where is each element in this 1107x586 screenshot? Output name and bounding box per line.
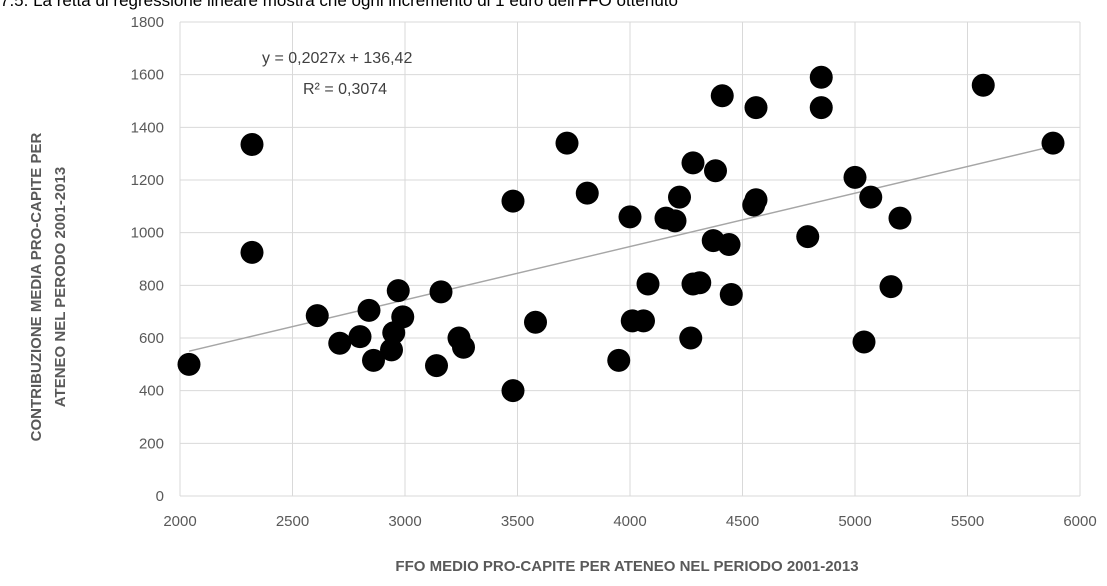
data-point — [501, 379, 525, 403]
y-tick-label: 1200 — [131, 172, 164, 189]
x-tick-label: 2000 — [163, 513, 196, 530]
data-point — [679, 326, 703, 350]
data-point — [744, 188, 768, 212]
y-tick-label: 1800 — [131, 14, 164, 31]
y-tick-label: 800 — [139, 277, 164, 294]
x-axis-title: FFO MEDIO PRO-CAPITE PER ATENEO NEL PERI… — [395, 558, 858, 575]
x-tick-label: 3500 — [501, 513, 534, 530]
data-point — [663, 209, 687, 233]
axes: 0 200 400 600 800 1000 1200 1400 1600 1800 2000 250… — [131, 14, 1097, 530]
data-point — [391, 305, 415, 329]
x-tick-label: 4500 — [726, 513, 759, 530]
data-point — [425, 354, 448, 378]
data-point — [575, 181, 599, 205]
y-tick-label: 200 — [139, 435, 164, 452]
data-point — [704, 159, 727, 183]
data-point — [555, 131, 579, 155]
labels: y = 0,2027x + 136,42 R² = 0,3074 FFO MED… — [28, 50, 859, 575]
data-point — [809, 65, 833, 89]
data-point — [240, 132, 264, 156]
data-point — [668, 185, 691, 209]
data-point — [809, 96, 833, 120]
data-point — [524, 310, 547, 334]
y-axis-title-line-1: CONTRIBUZIONE MEDIA PRO-CAPITE PER — [28, 133, 45, 442]
data-point — [971, 73, 995, 97]
r-squared-label: R² = 0,3074 — [303, 81, 387, 98]
data-point — [429, 280, 453, 304]
data-point — [688, 271, 712, 295]
data-point — [362, 348, 385, 372]
data-point — [636, 272, 660, 296]
y-tick-label: 1000 — [131, 225, 164, 242]
data-point — [618, 205, 642, 229]
y-tick-label: 600 — [139, 330, 164, 347]
data-point — [888, 206, 912, 230]
trendline-equation: y = 0,2027x + 136,42 — [262, 50, 412, 67]
data-point — [717, 233, 741, 257]
data-point — [501, 189, 525, 213]
data-points — [177, 65, 1065, 403]
header-text: 7.5. La retta di regressione lineare mos… — [0, 0, 678, 10]
x-tick-label: 5500 — [951, 513, 984, 530]
data-point — [843, 165, 867, 189]
data-point — [879, 275, 903, 299]
data-point — [719, 283, 743, 307]
gridlines — [179, 21, 1081, 497]
x-tick-label: 6000 — [1063, 513, 1096, 530]
x-tick-label: 3000 — [388, 513, 421, 530]
y-tick-label: 1400 — [131, 119, 164, 136]
data-point — [328, 331, 352, 355]
data-point — [1041, 131, 1065, 155]
trendline — [188, 145, 1054, 352]
data-point — [681, 151, 705, 175]
y-tick-label: 0 — [156, 488, 164, 505]
data-point — [710, 84, 734, 108]
y-tick-label: 1600 — [131, 67, 164, 84]
data-point — [386, 279, 410, 303]
data-point — [240, 240, 264, 264]
data-point — [177, 352, 201, 376]
y-axis-title-line-2: ATENEO NEL PERODO 2001-2013 — [52, 167, 69, 407]
y-tick-label: 400 — [139, 383, 164, 400]
data-point — [357, 298, 381, 322]
data-point — [852, 330, 876, 354]
data-point — [744, 96, 768, 120]
x-tick-label: 2500 — [276, 513, 309, 530]
data-point — [452, 335, 475, 359]
data-point — [305, 304, 329, 328]
data-point — [796, 225, 820, 249]
x-tick-label: 5000 — [838, 513, 871, 530]
trendline-group — [188, 145, 1054, 352]
data-point — [632, 309, 655, 333]
x-tick-label: 4000 — [613, 513, 646, 530]
data-point — [859, 185, 883, 209]
data-point — [380, 338, 403, 362]
data-point — [348, 325, 372, 349]
data-point — [607, 348, 631, 372]
